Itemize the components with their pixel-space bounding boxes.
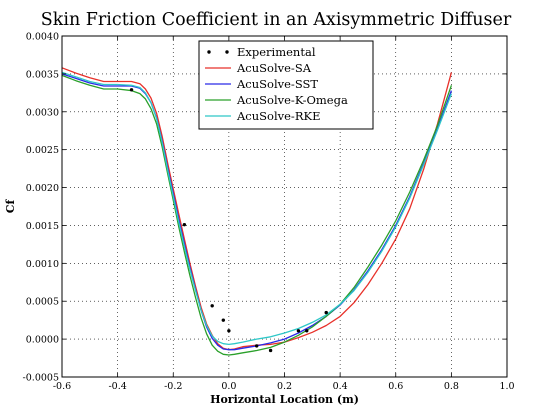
x-tick-label: 1.0 xyxy=(499,381,514,392)
experimental-point xyxy=(296,329,301,333)
experimental-point xyxy=(227,329,231,333)
chart-title: Skin Friction Coefficient in an Axisymme… xyxy=(41,10,512,30)
legend-item-experimental: Experimental xyxy=(207,45,316,59)
experimental-point xyxy=(324,310,328,315)
experimental-point xyxy=(210,304,214,308)
legend-label: AcuSolve-SST xyxy=(236,77,318,91)
legend-marker-dot xyxy=(225,50,229,54)
y-tick-label: 0.0015 xyxy=(26,221,59,232)
experimental-point xyxy=(268,348,273,353)
experimental-point xyxy=(305,329,309,333)
experimental-point xyxy=(182,222,187,227)
legend-item-acusolve-sst: AcuSolve-SST xyxy=(205,77,318,91)
y-tick-label: 0.0035 xyxy=(26,69,59,80)
y-axis-label: Cf xyxy=(4,198,17,213)
legend-box xyxy=(198,40,374,130)
x-tick-label: -0.2 xyxy=(164,381,182,392)
series-line-acusolve-k-omega xyxy=(61,74,453,356)
legend-marker-dot xyxy=(207,50,211,54)
y-tick-label: 0.0030 xyxy=(26,107,59,118)
series-lines xyxy=(61,67,453,356)
legend-label: Experimental xyxy=(237,45,316,59)
y-tick-label: 0.0010 xyxy=(26,259,59,270)
x-tick-label: -0.6 xyxy=(53,381,71,392)
axis-ticks: -0.6 -0.4 -0.2 0.0 0.2 0.4 0.6 0.8 1.0 -0.0005 0.0… xyxy=(23,32,515,393)
experimental-point xyxy=(254,344,259,348)
legend: Experimental AcuSolve-SA AcuSolve-SST AcuSo… xyxy=(198,40,374,130)
x-tick-label: 0.6 xyxy=(388,381,403,392)
experimental-point xyxy=(221,318,226,322)
x-tick-label: 0.4 xyxy=(333,381,348,392)
y-tick-label: 0.0040 xyxy=(26,32,59,43)
y-tick-label: 0.0020 xyxy=(26,183,59,194)
legend-item-acusolve-sa: AcuSolve-SA xyxy=(205,61,312,75)
series-line-acusolve-rke xyxy=(61,71,453,346)
x-tick-label: -0.4 xyxy=(108,381,126,392)
experimental-points xyxy=(129,88,328,353)
x-tick-label: 0.2 xyxy=(277,381,292,392)
y-tick-label: 0.0000 xyxy=(26,335,59,346)
legend-label: AcuSolve-RKE xyxy=(236,109,320,123)
y-tick-label: 0.0005 xyxy=(26,297,59,308)
x-tick-label: 0.0 xyxy=(221,381,236,392)
legend-item-acusolve-k-omega: AcuSolve-K-Omega xyxy=(205,93,348,107)
y-tick-label: 0.0025 xyxy=(26,145,59,156)
legend-label: AcuSolve-K-Omega xyxy=(236,93,348,107)
legend-item-acusolve-rke: AcuSolve-RKE xyxy=(205,109,320,123)
x-axis-label: Horizontal Location (m) xyxy=(210,393,359,406)
experimental-point xyxy=(129,88,134,92)
x-tick-label: 0.8 xyxy=(444,381,459,392)
legend-label: AcuSolve-SA xyxy=(236,61,312,75)
y-tick-label: -0.0005 xyxy=(23,373,59,384)
